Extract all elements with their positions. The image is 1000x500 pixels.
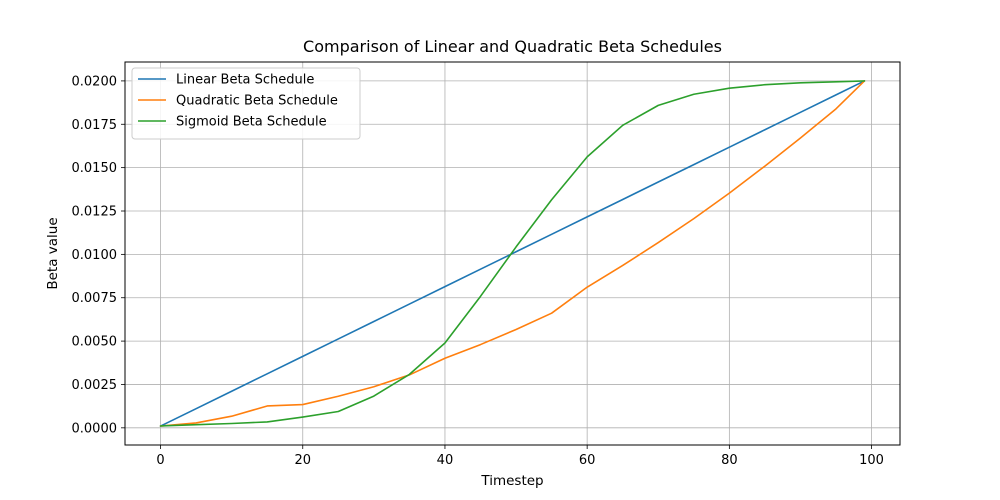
legend-box — [131, 67, 361, 140]
y-tick-label: 0.0175 — [72, 118, 118, 133]
x-tick-label: 60 — [579, 453, 596, 468]
axis-ticks: 0 20 40 60 80 100 0.0000 0.0025 0.0050 0.0075 0.01… — [72, 74, 884, 468]
legend-label: Sigmoid Beta Schedule — [176, 115, 327, 130]
chart-title: Comparison of Linear and Quadratic Beta … — [303, 37, 722, 56]
series-line-1 — [159, 80, 866, 427]
x-tick-label: 80 — [721, 453, 738, 468]
x-tick-label: 0 — [156, 453, 164, 468]
legend: Linear Beta Schedule Quadratic Beta Sched… — [131, 67, 361, 140]
y-tick-label: 0.0050 — [72, 335, 118, 350]
series-line-2 — [159, 80, 866, 427]
x-tick-label: 20 — [294, 453, 311, 468]
y-tick-label: 0.0125 — [72, 205, 118, 220]
y-tick-label: 0.0200 — [72, 74, 118, 89]
y-tick-label: 0.0075 — [72, 291, 118, 306]
y-tick-label: 0.0025 — [72, 378, 118, 393]
series-line-3 — [159, 80, 866, 427]
x-axis-label: Timestep — [480, 473, 543, 489]
y-tick-label: 0.0000 — [72, 421, 118, 436]
x-tick-label: 100 — [859, 453, 884, 468]
legend-label: Linear Beta Schedule — [176, 73, 314, 88]
y-axis-label: Beta value — [45, 217, 61, 289]
x-tick-label: 40 — [437, 453, 454, 468]
legend-label: Quadratic Beta Schedule — [176, 94, 338, 109]
y-tick-label: 0.0100 — [72, 248, 118, 263]
series-lines — [159, 80, 866, 427]
plot-frame — [124, 61, 901, 446]
y-tick-label: 0.0150 — [72, 161, 118, 176]
